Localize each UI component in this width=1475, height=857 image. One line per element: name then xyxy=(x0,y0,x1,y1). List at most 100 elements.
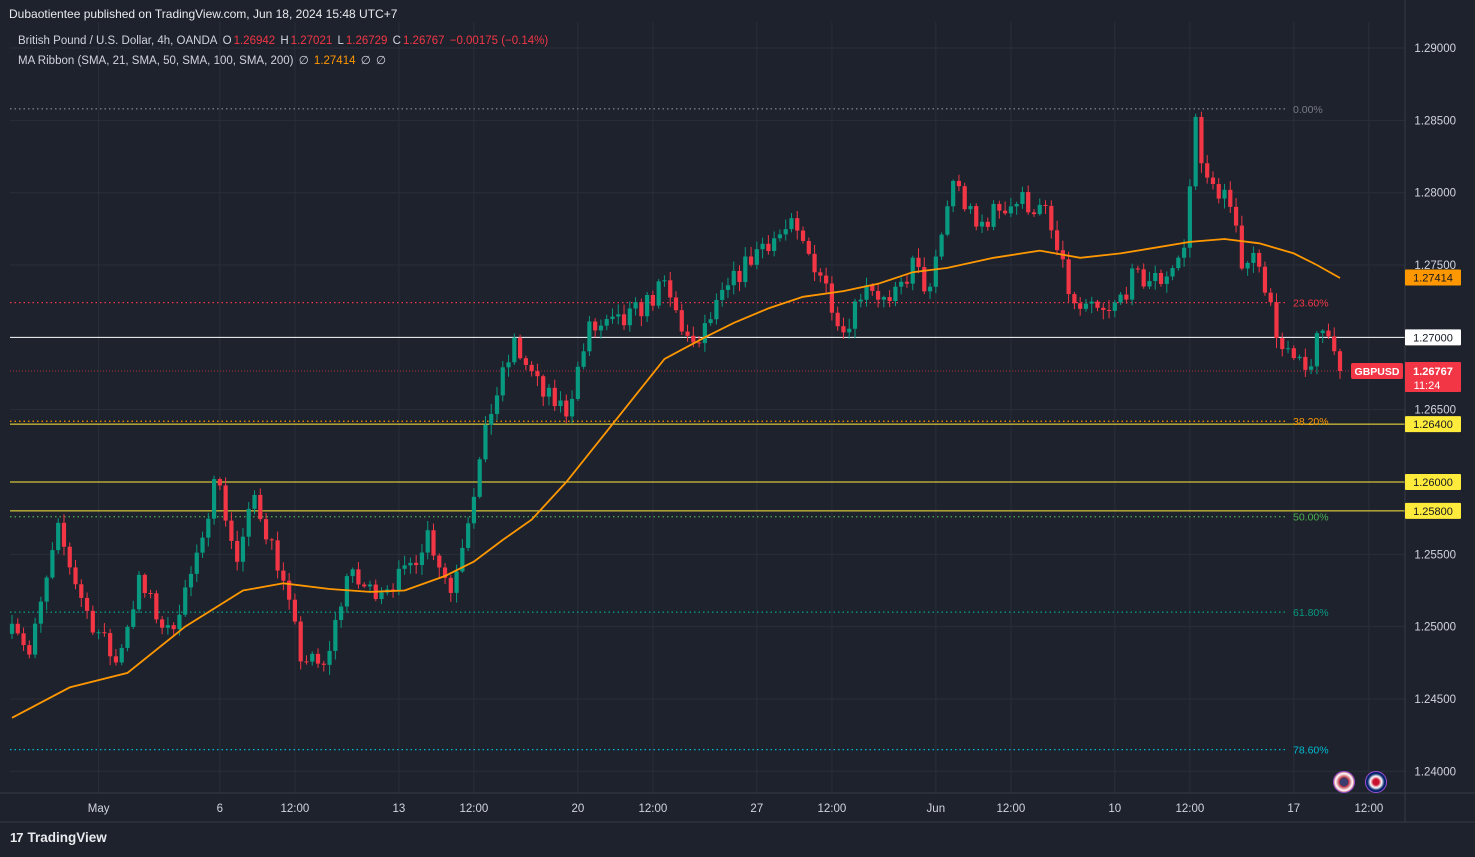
candle-body xyxy=(604,319,609,326)
candle-body xyxy=(339,606,344,620)
candle-body xyxy=(1274,302,1279,339)
candle-body xyxy=(714,299,719,320)
candle-body xyxy=(1320,330,1325,334)
candle-body xyxy=(90,610,95,633)
candle-body xyxy=(587,321,592,352)
candle-body xyxy=(56,522,61,551)
candle-body xyxy=(806,240,811,254)
candle-body xyxy=(350,569,355,577)
candle-body xyxy=(1332,336,1337,352)
candle-body xyxy=(974,206,979,227)
candle-body xyxy=(541,376,546,397)
candle-body xyxy=(575,366,580,399)
candle-body xyxy=(766,243,771,251)
candle-body xyxy=(160,619,165,628)
candle-body xyxy=(569,398,575,417)
candle-body xyxy=(1141,269,1146,287)
candle-body xyxy=(1164,276,1169,284)
candle-body xyxy=(489,413,494,425)
candle-body xyxy=(910,257,915,284)
candle-body xyxy=(217,479,222,486)
candle-body xyxy=(321,663,326,665)
candle-body xyxy=(668,280,673,298)
uk-flag-icon[interactable] xyxy=(1365,771,1387,793)
candle-body xyxy=(1026,192,1031,213)
candle-body xyxy=(477,459,482,497)
time-tick-label: 17 xyxy=(1287,803,1300,815)
candle-body xyxy=(789,218,794,230)
ma-legend: MA Ribbon (SMA, 21, SMA, 50, SMA, 100, S… xyxy=(18,53,388,67)
candle-body xyxy=(800,230,806,241)
candle-body xyxy=(269,539,274,541)
fib-label: 23.60% xyxy=(1293,298,1329,310)
price-tick-label: 1.24500 xyxy=(1414,694,1456,706)
candle-body xyxy=(748,256,754,265)
candle-body xyxy=(206,518,211,538)
candle-body xyxy=(887,297,892,302)
time-tick-label: 12:00 xyxy=(460,803,489,815)
candle-body xyxy=(125,626,130,648)
candle-body xyxy=(1101,307,1106,310)
candle-body xyxy=(927,286,933,292)
us-flag-icon[interactable] xyxy=(1333,771,1355,793)
time-axis[interactable]: May 6 12:00 13 12:00 20 12:00 27 12:00 Jun 12:00 10… xyxy=(0,792,1475,823)
candle-body xyxy=(32,623,38,655)
price-tick-label: 1.26500 xyxy=(1414,405,1456,417)
ma100-value: ∅ xyxy=(360,55,371,67)
price-axis[interactable]: 1.29000 1.28500 1.28000 1.27500 1.26500 1.255… xyxy=(1351,0,1461,822)
candle-body xyxy=(1193,116,1198,187)
candle-body xyxy=(1112,302,1117,311)
candle-body xyxy=(327,650,332,665)
candle-body xyxy=(546,387,552,397)
candle-body xyxy=(494,395,500,414)
candle-body xyxy=(1337,351,1343,372)
candle-body xyxy=(1153,272,1158,282)
candle-body xyxy=(564,400,569,417)
candle-body xyxy=(1043,204,1048,206)
symbol-description[interactable]: British Pound / U.S. Dollar, 4h, OANDA xyxy=(18,35,218,47)
open-value: 1.26942 xyxy=(233,35,276,47)
candle-body xyxy=(1008,206,1013,214)
candle-body xyxy=(939,234,944,257)
candle-body xyxy=(1291,348,1296,359)
tradingview-logo[interactable]: 17 TradingView xyxy=(10,830,107,845)
close-value: 1.26767 xyxy=(402,35,445,47)
candle-body xyxy=(390,589,396,591)
price-tick-label: 1.25000 xyxy=(1414,622,1456,634)
ma-price-label: 1.27414 xyxy=(1413,272,1453,284)
candle-body xyxy=(396,568,401,591)
candle-body xyxy=(1176,257,1181,269)
candle-body xyxy=(731,270,736,286)
candle-body xyxy=(1078,303,1083,309)
candle-body xyxy=(1309,366,1314,370)
candle-body xyxy=(1251,252,1256,263)
candle-body xyxy=(795,218,800,231)
candle-body xyxy=(933,256,938,287)
candle-body xyxy=(362,584,367,587)
candle-body xyxy=(1020,192,1025,204)
candle-body xyxy=(512,337,517,363)
candle-body xyxy=(610,316,615,320)
candle-body xyxy=(183,587,188,615)
level-price-label: 1.26400 xyxy=(1413,419,1453,431)
candle-body xyxy=(1130,268,1135,300)
time-tick-label: 12:00 xyxy=(281,803,310,815)
last-price-tag xyxy=(1405,362,1461,393)
ma-ribbon-label[interactable]: MA Ribbon (SMA, 21, SMA, 50, SMA, 100, S… xyxy=(18,55,294,67)
candle-body xyxy=(1285,348,1291,350)
candle-body xyxy=(1118,294,1123,303)
candle-body xyxy=(997,203,1002,211)
candle-body xyxy=(431,530,436,556)
fib-label: 78.60% xyxy=(1293,745,1329,757)
time-tick-label: 13 xyxy=(392,803,405,815)
candle-body xyxy=(1083,303,1089,309)
ma50-line xyxy=(11,238,1341,719)
candle-body xyxy=(1297,356,1302,359)
level-price-label: 1.27000 xyxy=(1413,332,1453,344)
time-tick-label: 27 xyxy=(750,803,763,815)
candle-body xyxy=(1037,204,1042,215)
last-price-label: 1.26767 xyxy=(1413,366,1453,378)
fibonacci-levels: 0.00% 23.60% 38.20% 50.00% 61.80% 78.60% xyxy=(10,104,1329,757)
